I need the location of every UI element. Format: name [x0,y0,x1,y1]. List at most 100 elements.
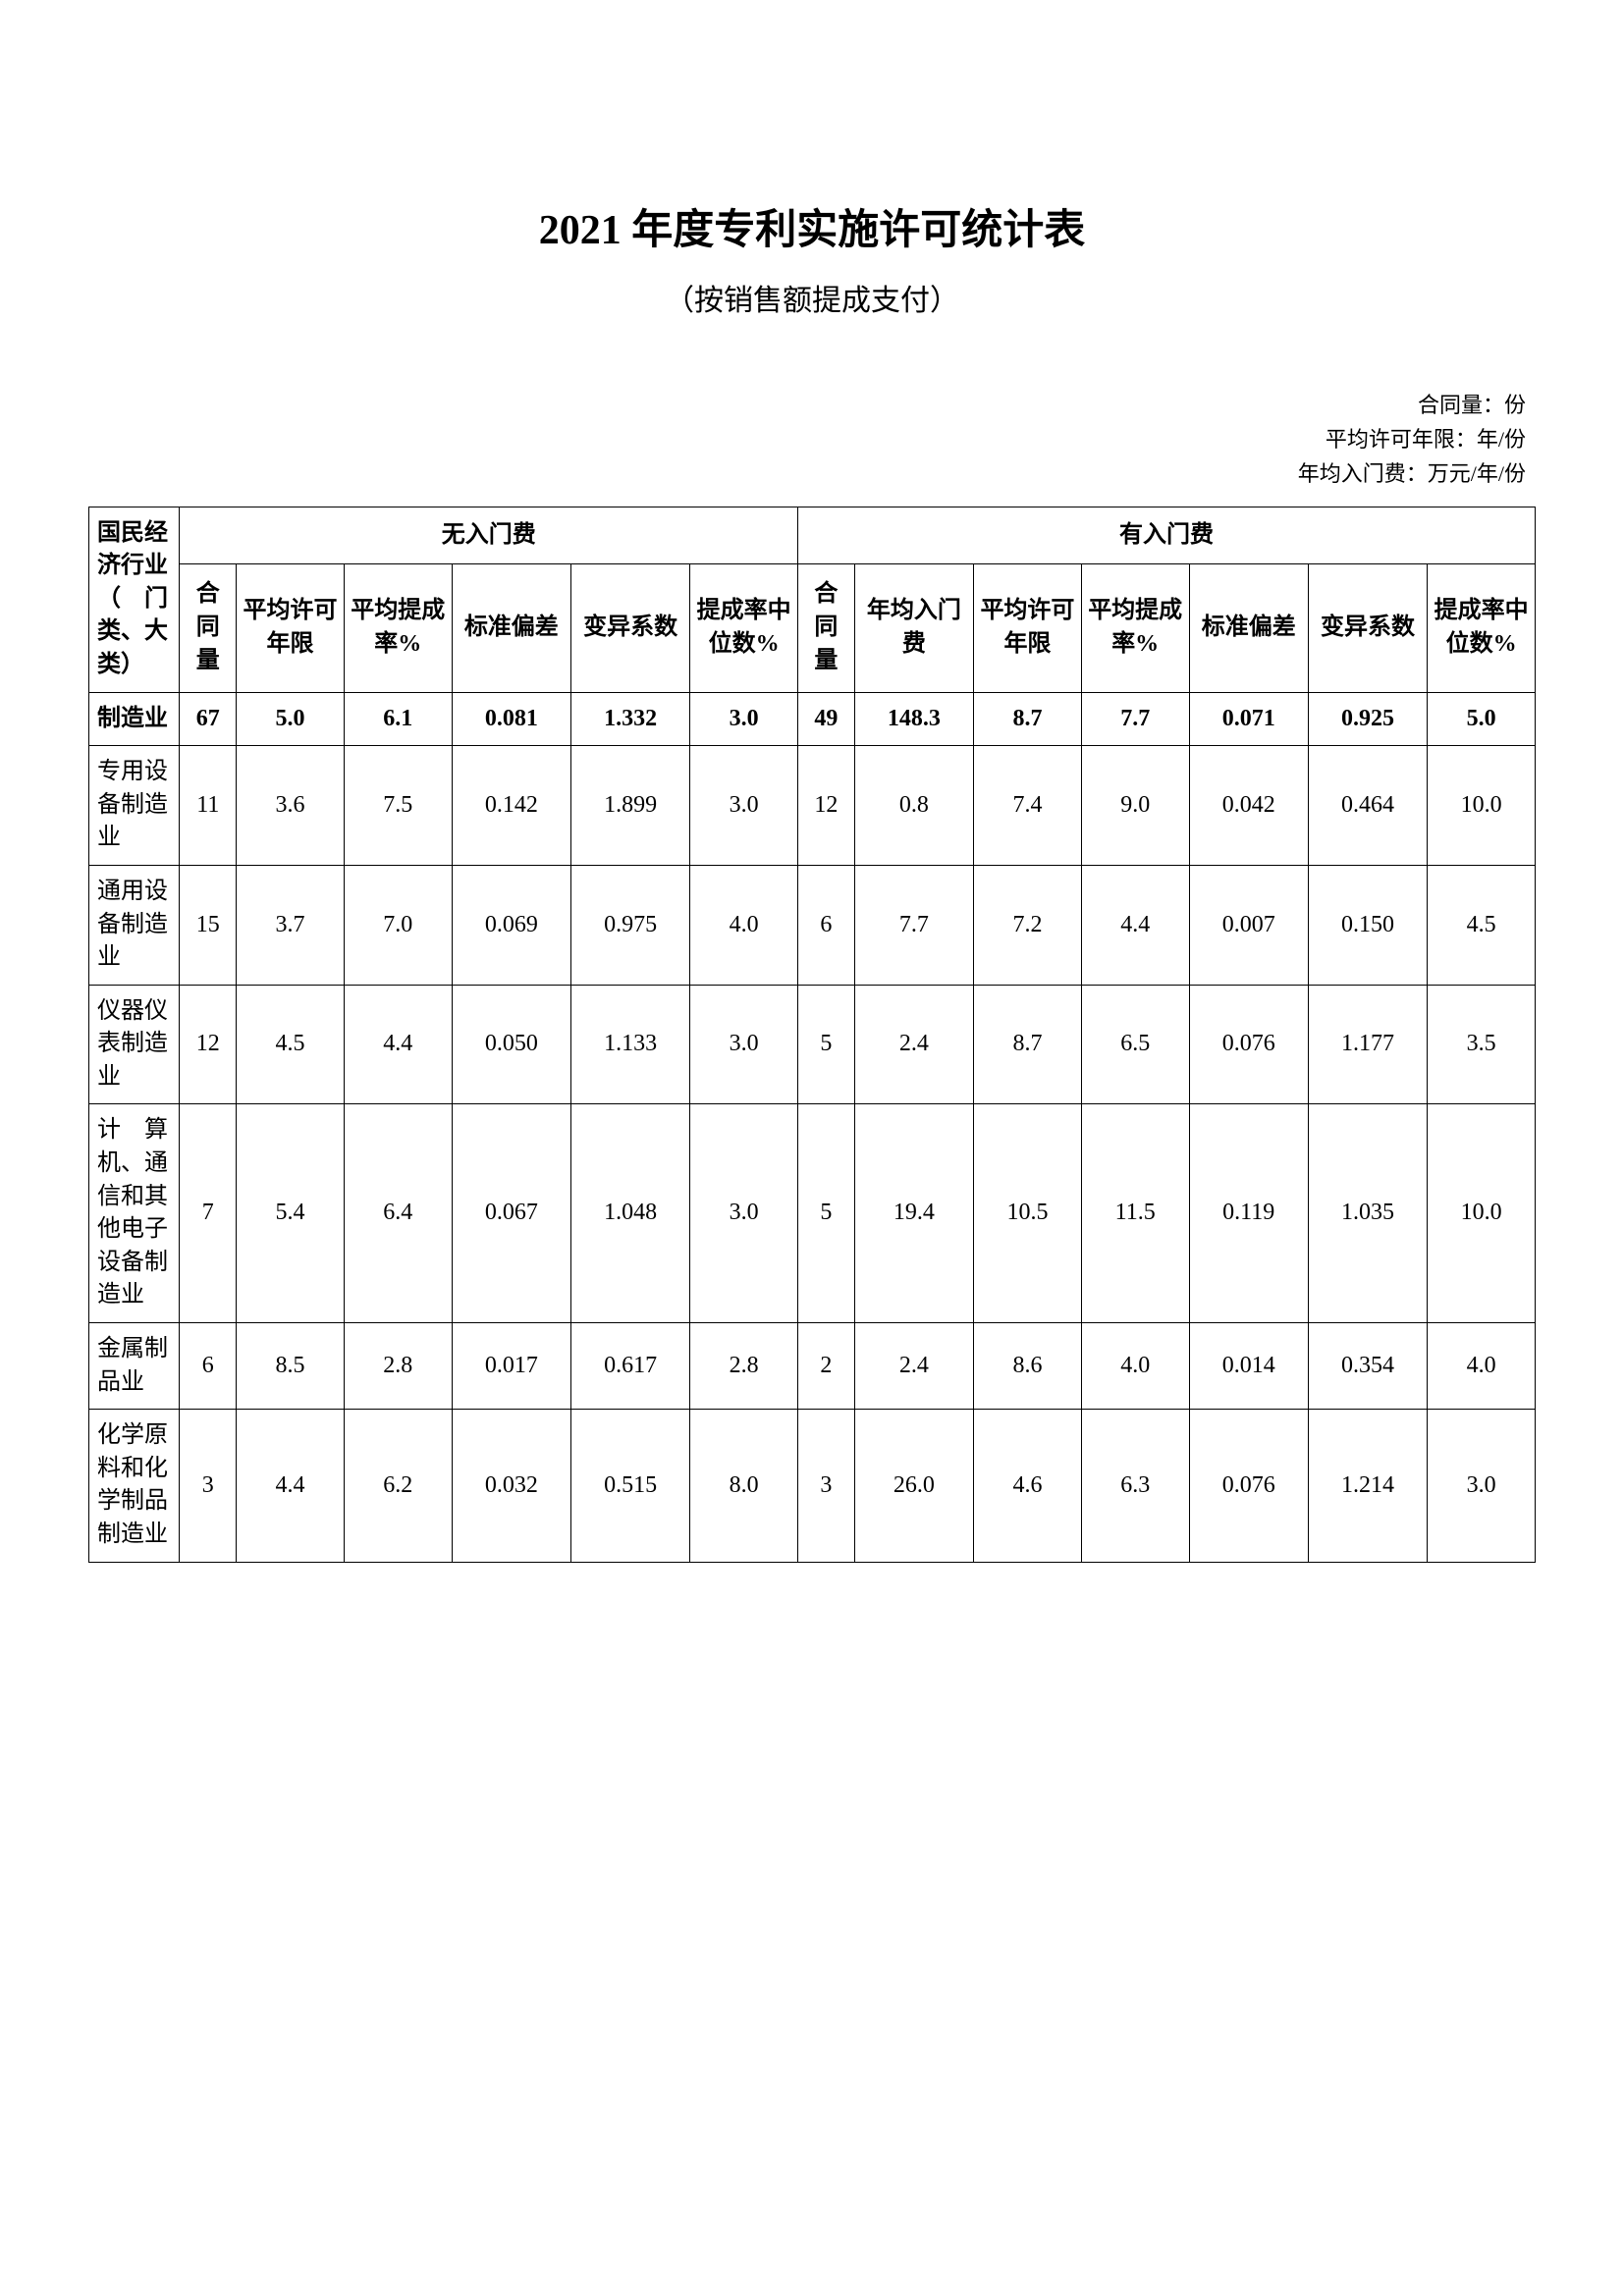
header-g1-col1: 合同量 [180,564,237,692]
table-cell: 1.332 [570,692,689,746]
header-g2-col2: 年均入门费 [854,564,973,692]
table-cell: 5 [798,1104,855,1323]
table-cell: 2.4 [854,985,973,1104]
table-cell: 4.4 [1081,865,1189,985]
table-cell: 3.0 [690,1104,798,1323]
row-category-name: 通用设备制造业 [89,865,180,985]
table-cell: 10.5 [974,1104,1082,1323]
table-cell: 4.5 [1428,865,1536,985]
table-cell: 0.925 [1308,692,1427,746]
page-title: 2021 年度专利实施许可统计表 [88,196,1536,256]
table-cell: 15 [180,865,237,985]
table-cell: 5.0 [1428,692,1536,746]
table-cell: 0.081 [452,692,570,746]
table-cell: 0.067 [452,1104,570,1323]
table-cell: 6.5 [1081,985,1189,1104]
table-cell: 2.8 [344,1323,452,1410]
table-cell: 5.4 [237,1104,345,1323]
meta-info: 合同量：份 平均许可年限：年/份 年均入门费：万元/年/份 [88,388,1536,492]
header-g2-col7: 提成率中位数% [1428,564,1536,692]
table-cell: 0.076 [1189,1410,1308,1562]
table-cell: 0.119 [1189,1104,1308,1323]
table-cell: 7.4 [974,746,1082,866]
row-category-name: 金属制品业 [89,1323,180,1410]
table-cell: 7.5 [344,746,452,866]
header-g1-col2: 平均许可年限 [237,564,345,692]
table-cell: 6.3 [1081,1410,1189,1562]
header-category: 国民经济行业（ 门类、大类） [89,507,180,692]
table-cell: 2.4 [854,1323,973,1410]
row-category-name: 计 算机、通信和其他电子设备制造业 [89,1104,180,1323]
table-cell: 4.0 [1081,1323,1189,1410]
table-cell: 0.076 [1189,985,1308,1104]
table-cell: 0.8 [854,746,973,866]
header-g2-col5: 标准偏差 [1189,564,1308,692]
table-cell: 11 [180,746,237,866]
table-cell: 1.035 [1308,1104,1427,1323]
table-header-row-1: 国民经济行业（ 门类、大类） 无入门费 有入门费 [89,507,1536,563]
table-cell: 3.0 [690,692,798,746]
table-cell: 3.7 [237,865,345,985]
table-cell: 3.5 [1428,985,1536,1104]
table-cell: 0.515 [570,1410,689,1562]
table-cell: 8.0 [690,1410,798,1562]
header-g1-col6: 提成率中位数% [690,564,798,692]
table-cell: 26.0 [854,1410,973,1562]
header-g2-col3: 平均许可年限 [974,564,1082,692]
table-cell: 148.3 [854,692,973,746]
table-row: 金属制品业68.52.80.0170.6172.822.48.64.00.014… [89,1323,1536,1410]
table-cell: 8.7 [974,692,1082,746]
table-cell: 5.0 [237,692,345,746]
table-cell: 8.7 [974,985,1082,1104]
table-row: 仪器仪表制造业124.54.40.0501.1333.052.48.76.50.… [89,985,1536,1104]
table-cell: 7.0 [344,865,452,985]
table-cell: 3.0 [690,746,798,866]
table-cell: 3 [798,1410,855,1562]
table-cell: 0.142 [452,746,570,866]
table-cell: 10.0 [1428,746,1536,866]
header-g2-col1: 合同量 [798,564,855,692]
table-cell: 0.354 [1308,1323,1427,1410]
table-row: 化学原料和化学制品制造业34.46.20.0320.5158.0326.04.6… [89,1410,1536,1562]
table-cell: 7.7 [854,865,973,985]
row-category-name: 制造业 [89,692,180,746]
table-body: 制造业675.06.10.0811.3323.049148.38.77.70.0… [89,692,1536,1562]
table-cell: 1.899 [570,746,689,866]
table-cell: 0.464 [1308,746,1427,866]
table-cell: 9.0 [1081,746,1189,866]
table-cell: 7.2 [974,865,1082,985]
table-cell: 2 [798,1323,855,1410]
row-category-name: 仪器仪表制造业 [89,985,180,1104]
header-group-2: 有入门费 [798,507,1536,563]
table-header-row-2: 合同量 平均许可年限 平均提成率% 标准偏差 变异系数 提成率中位数% 合同量 … [89,564,1536,692]
meta-line-1: 合同量：份 [88,388,1526,422]
table-cell: 6 [798,865,855,985]
header-g2-col6: 变异系数 [1308,564,1427,692]
table-cell: 0.017 [452,1323,570,1410]
table-cell: 6 [180,1323,237,1410]
table-cell: 8.5 [237,1323,345,1410]
table-cell: 0.975 [570,865,689,985]
table-cell: 10.0 [1428,1104,1536,1323]
table-cell: 0.050 [452,985,570,1104]
table-row: 计 算机、通信和其他电子设备制造业75.46.40.0671.0483.0519… [89,1104,1536,1323]
table-cell: 4.0 [690,865,798,985]
header-g1-col5: 变异系数 [570,564,689,692]
table-cell: 0.071 [1189,692,1308,746]
meta-line-3: 年均入门费：万元/年/份 [88,456,1526,491]
table-cell: 67 [180,692,237,746]
header-g2-col4: 平均提成率% [1081,564,1189,692]
table-cell: 1.214 [1308,1410,1427,1562]
table-cell: 1.048 [570,1104,689,1323]
row-category-name: 化学原料和化学制品制造业 [89,1410,180,1562]
table-cell: 2.8 [690,1323,798,1410]
table-cell: 7.7 [1081,692,1189,746]
table-cell: 3.0 [690,985,798,1104]
table-cell: 3 [180,1410,237,1562]
page-subtitle: （按销售额提成支付） [88,276,1536,319]
table-row: 制造业675.06.10.0811.3323.049148.38.77.70.0… [89,692,1536,746]
statistics-table: 国民经济行业（ 门类、大类） 无入门费 有入门费 合同量 平均许可年限 平均提成… [88,507,1536,1563]
table-cell: 12 [798,746,855,866]
table-row: 专用设备制造业113.67.50.1421.8993.0120.87.49.00… [89,746,1536,866]
table-cell: 0.150 [1308,865,1427,985]
